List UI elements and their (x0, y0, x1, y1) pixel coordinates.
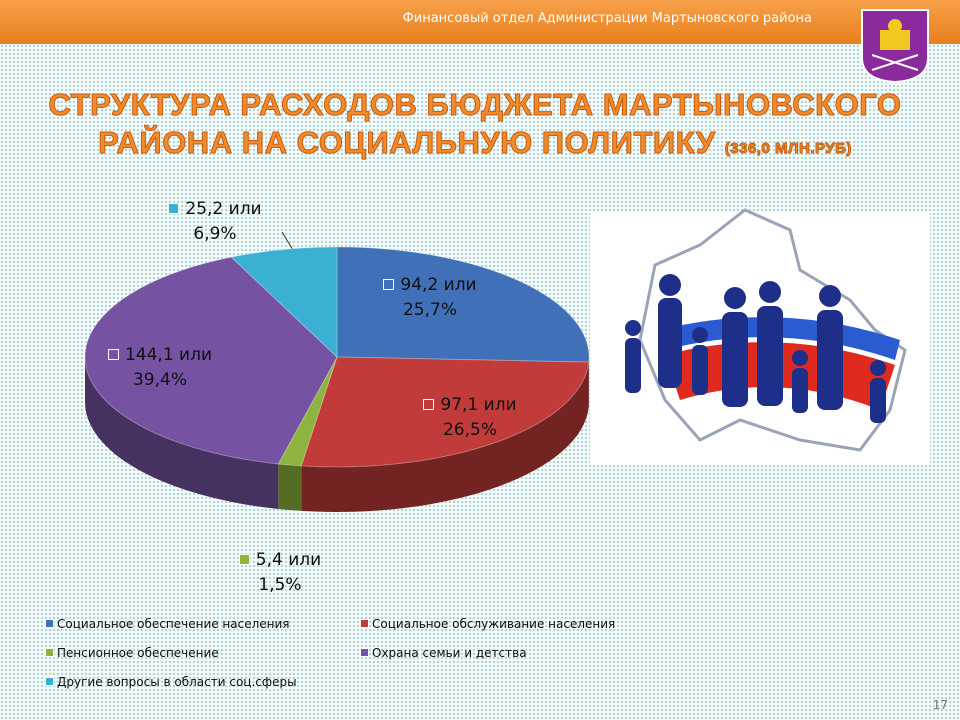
data-label-text: 5,4 или 1,5% (255, 550, 322, 595)
pie-side (85, 357, 279, 509)
legend-entry: Пенсионное обеспечение (45, 646, 219, 660)
legend-marker (360, 648, 369, 657)
illustration (590, 208, 930, 465)
legend-marker (45, 677, 54, 686)
slide-number: 17 (932, 698, 948, 712)
label-marker (168, 203, 180, 214)
data-label-text: 25,2 или 6,9% (185, 199, 262, 244)
label-marker (383, 279, 395, 290)
pie-slice (300, 356, 590, 468)
legend-entry: Охрана семьи и детства (360, 646, 527, 660)
data-label: 144,1 или 39,4% (95, 343, 225, 393)
header-text: Финансовый отдел Администрации Мартыновс… (402, 11, 812, 26)
data-label-text: 94,2 или 25,7% (400, 275, 477, 320)
legend-entry: Социальное обеспечение населения (45, 617, 290, 631)
legend-marker (360, 619, 369, 628)
label-marker (107, 349, 119, 360)
data-label-text: 144,1 или 39,4% (124, 345, 213, 390)
pie-side (301, 362, 589, 512)
label-marker (423, 399, 435, 410)
data-label-text: 97,1 или 26,5% (440, 395, 517, 440)
legend-text: Другие вопросы в области соц.сферы (57, 675, 297, 689)
legend-text: Охрана семьи и детства (372, 646, 527, 660)
pie-slice (230, 246, 338, 359)
leader-line (281, 231, 294, 251)
legend-entry: Другие вопросы в области соц.сферы (45, 675, 297, 689)
subtitle: (336,0 МЛН.РУБ) (724, 140, 852, 158)
pie-tops (84, 246, 590, 468)
emblem (861, 9, 929, 84)
legend-entry: Социальное обслуживание населения (360, 617, 615, 631)
legend-text: Социальное обеспечение населения (57, 617, 290, 631)
data-label: 97,1 или 26,5% (405, 393, 535, 443)
title: СТРУКТУРА РАСХОДОВ БЮДЖЕТА МАРТЫНОВСКОГО… (20, 86, 930, 168)
legend-marker (45, 619, 54, 628)
legend-marker (45, 648, 54, 657)
pie-slice (336, 246, 590, 363)
data-label: 5,4 или 1,5% (215, 548, 345, 598)
data-label: 25,2 или 6,9% (150, 197, 280, 247)
pie-side (278, 463, 302, 511)
legend-text: Социальное обслуживание населения (372, 617, 616, 631)
header-bar: Финансовый отдел Администрации Мартыновс… (0, 0, 960, 44)
label-marker (238, 554, 250, 565)
pie-slice (84, 256, 338, 465)
title-text: СТРУКТУРА РАСХОДОВ БЮДЖЕТА МАРТЫНОВСКОГО… (48, 87, 902, 161)
pie-sides (85, 357, 589, 512)
legend-text: Пенсионное обеспечение (57, 646, 219, 660)
data-label: 94,2 или 25,7% (365, 273, 495, 323)
pie-slice (277, 356, 338, 467)
